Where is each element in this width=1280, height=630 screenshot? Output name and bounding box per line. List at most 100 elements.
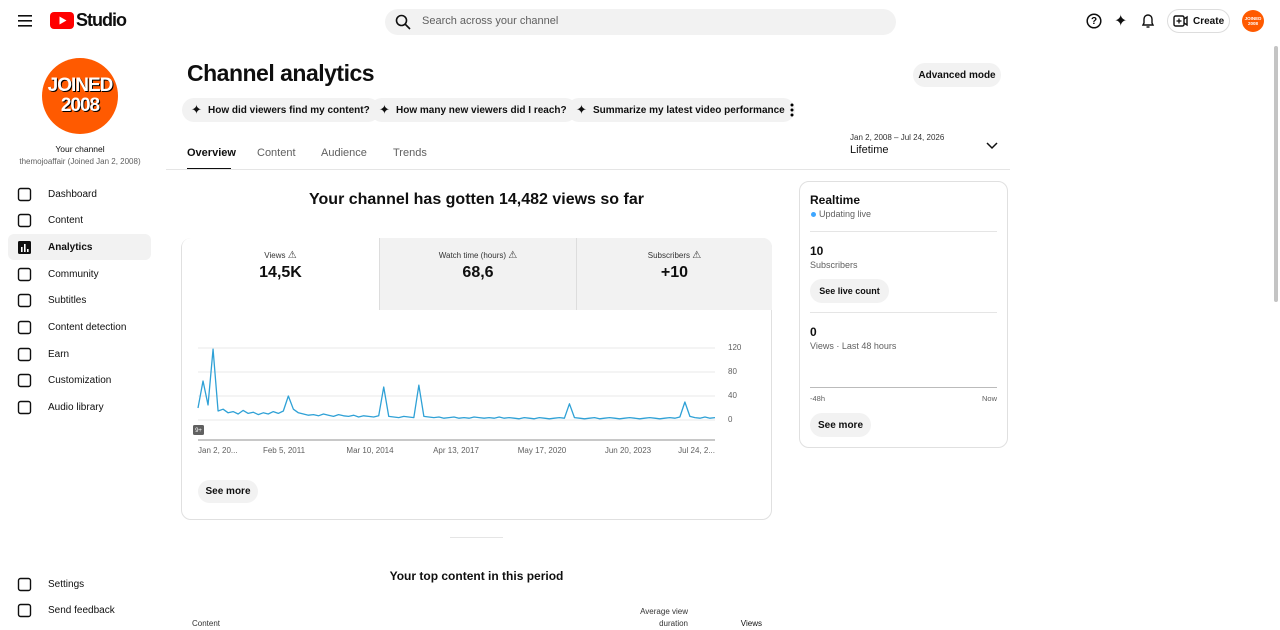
metric-value: +10 bbox=[660, 264, 689, 281]
account-avatar[interactable]: JOINED 2008 bbox=[1242, 10, 1264, 32]
divider bbox=[810, 312, 997, 313]
views-value: 0 bbox=[810, 325, 817, 339]
create-icon bbox=[1173, 15, 1188, 27]
nav-item[interactable]: Settings bbox=[8, 571, 151, 597]
x-tick-label: May 17, 2020 bbox=[518, 446, 567, 455]
subscribers-label: Subscribers bbox=[810, 260, 858, 270]
tab[interactable]: Audience bbox=[321, 147, 367, 159]
metric-tab[interactable]: Subscribers ⚠ +10 bbox=[576, 238, 772, 310]
more-icon[interactable] bbox=[789, 102, 795, 118]
avatar-text: JOINED bbox=[47, 75, 114, 96]
nav-item[interactable]: Customization bbox=[8, 368, 151, 394]
sparkle-icon[interactable]: ✦ bbox=[1114, 13, 1128, 30]
views-line bbox=[197, 348, 716, 420]
subscribers-value: 10 bbox=[810, 244, 824, 258]
see-more-button[interactable]: See more bbox=[198, 480, 258, 503]
warning-icon: ⚠ bbox=[508, 250, 518, 261]
search-bar[interactable] bbox=[385, 9, 896, 35]
nav-label: Community bbox=[48, 268, 99, 280]
nav-item[interactable]: Content detection bbox=[8, 315, 151, 341]
realtime-see-more-button[interactable]: See more bbox=[810, 413, 871, 437]
views-label: Views · Last 48 hours bbox=[810, 341, 897, 351]
create-label: Create bbox=[1193, 16, 1225, 27]
bell-icon[interactable] bbox=[1141, 13, 1155, 29]
tab[interactable]: Overview bbox=[187, 147, 236, 159]
nav-item[interactable]: Subtitles bbox=[8, 288, 151, 314]
your-channel: Your channel bbox=[55, 144, 105, 154]
channel-avatar[interactable]: JOINED 2008 bbox=[42, 58, 118, 134]
dropdown-icon[interactable] bbox=[986, 141, 998, 150]
realtime-axis bbox=[810, 387, 997, 388]
nav-item[interactable]: Community bbox=[8, 261, 151, 287]
x-tick-label: Jul 24, 2... bbox=[678, 446, 715, 455]
suggestion-chip[interactable]: Summarize my latest video performance bbox=[567, 98, 795, 122]
realtime-status: Updating live bbox=[819, 209, 872, 219]
menu-icon[interactable] bbox=[18, 15, 32, 27]
help-icon[interactable]: ? bbox=[1086, 13, 1102, 29]
nav-label: Analytics bbox=[48, 241, 93, 253]
nav-label: Subtitles bbox=[48, 295, 87, 307]
y-tick-label: 80 bbox=[728, 367, 737, 376]
suggestion-chip[interactable]: How many new viewers did I reach? bbox=[370, 98, 577, 122]
nav-icon bbox=[17, 187, 32, 201]
nav-item[interactable]: Audio library bbox=[8, 395, 151, 421]
nav-label: Content bbox=[48, 215, 84, 227]
metric-value: 68,6 bbox=[462, 264, 494, 281]
y-tick-label: 120 bbox=[728, 343, 742, 352]
search-icon bbox=[395, 14, 411, 30]
metric-label: Subscribers ⚠ bbox=[647, 250, 702, 261]
advanced-mode-button[interactable]: Advanced mode bbox=[913, 63, 1001, 87]
divider bbox=[450, 537, 503, 538]
headline: Your channel has gotten 14,482 views so … bbox=[309, 191, 644, 208]
scrollbar[interactable] bbox=[1274, 46, 1278, 302]
nav-icon bbox=[17, 577, 32, 591]
nav-item[interactable]: Dashboard bbox=[8, 181, 151, 207]
realtime-title: Realtime bbox=[810, 193, 861, 207]
channel-info: themojoaffair (Joined Jan 2, 2008) bbox=[19, 157, 141, 166]
svg-text:?: ? bbox=[1091, 16, 1097, 27]
metric-label: Views ⚠ bbox=[264, 250, 297, 261]
metric-label: Watch time (hours) ⚠ bbox=[438, 250, 518, 261]
live-dot bbox=[811, 212, 816, 217]
logo-text[interactable]: Studio bbox=[76, 10, 127, 30]
page-title: Channel analytics bbox=[187, 60, 375, 86]
date-range: Jan 2, 2008 – Jul 24, 2026 bbox=[850, 133, 945, 142]
avatar-text: JOINED bbox=[1244, 16, 1262, 21]
tab[interactable]: Content bbox=[257, 147, 296, 159]
nav-label: Send feedback bbox=[48, 605, 115, 616]
nav-icon bbox=[17, 294, 32, 308]
nav-icon bbox=[17, 320, 32, 335]
top-content-title: Your top content in this period bbox=[389, 569, 564, 583]
create-button[interactable] bbox=[1167, 9, 1230, 33]
x-tick-label: Jun 20, 2023 bbox=[605, 446, 652, 455]
table-header: Average view duration bbox=[640, 607, 688, 628]
x-tick-label: Mar 10, 2014 bbox=[346, 446, 394, 455]
divider bbox=[166, 169, 1010, 170]
nav-label: Settings bbox=[48, 578, 85, 590]
tab[interactable]: Trends bbox=[393, 147, 427, 159]
metric-tab[interactable]: Views ⚠ 14,5K bbox=[182, 238, 379, 310]
metric-value: 14,5K bbox=[259, 264, 302, 281]
nav-label: Audio library bbox=[48, 402, 104, 414]
see-live-count-button[interactable]: See live count bbox=[810, 279, 889, 303]
table-header: Content bbox=[192, 619, 221, 628]
realtime-axis-start: -48h bbox=[810, 394, 826, 403]
y-tick-label: 40 bbox=[728, 391, 737, 400]
logo-icon[interactable] bbox=[50, 12, 74, 29]
suggestion-chip[interactable]: How did viewers find my content? bbox=[182, 98, 380, 122]
table-header: Views bbox=[740, 619, 762, 628]
avatar-text: 2008 bbox=[1247, 21, 1258, 26]
nav-icon bbox=[17, 347, 32, 361]
nav-item[interactable]: Earn bbox=[8, 341, 151, 367]
nav-item[interactable]: Send feedback bbox=[8, 598, 151, 624]
realtime-card bbox=[799, 181, 1008, 448]
metric-tab[interactable]: Watch time (hours) ⚠ 68,6 bbox=[379, 238, 576, 310]
nav-item[interactable]: Analytics bbox=[8, 234, 151, 261]
nav-item[interactable]: Content bbox=[8, 208, 151, 234]
nav-icon bbox=[18, 240, 31, 254]
x-tick-label: Apr 13, 2017 bbox=[433, 446, 479, 455]
nav-label: Earn bbox=[48, 348, 70, 360]
divider bbox=[810, 231, 997, 232]
